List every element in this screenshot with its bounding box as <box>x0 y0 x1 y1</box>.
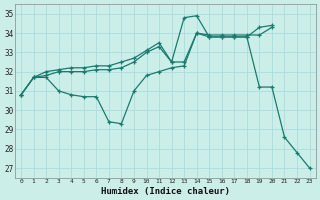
X-axis label: Humidex (Indice chaleur): Humidex (Indice chaleur) <box>101 187 230 196</box>
